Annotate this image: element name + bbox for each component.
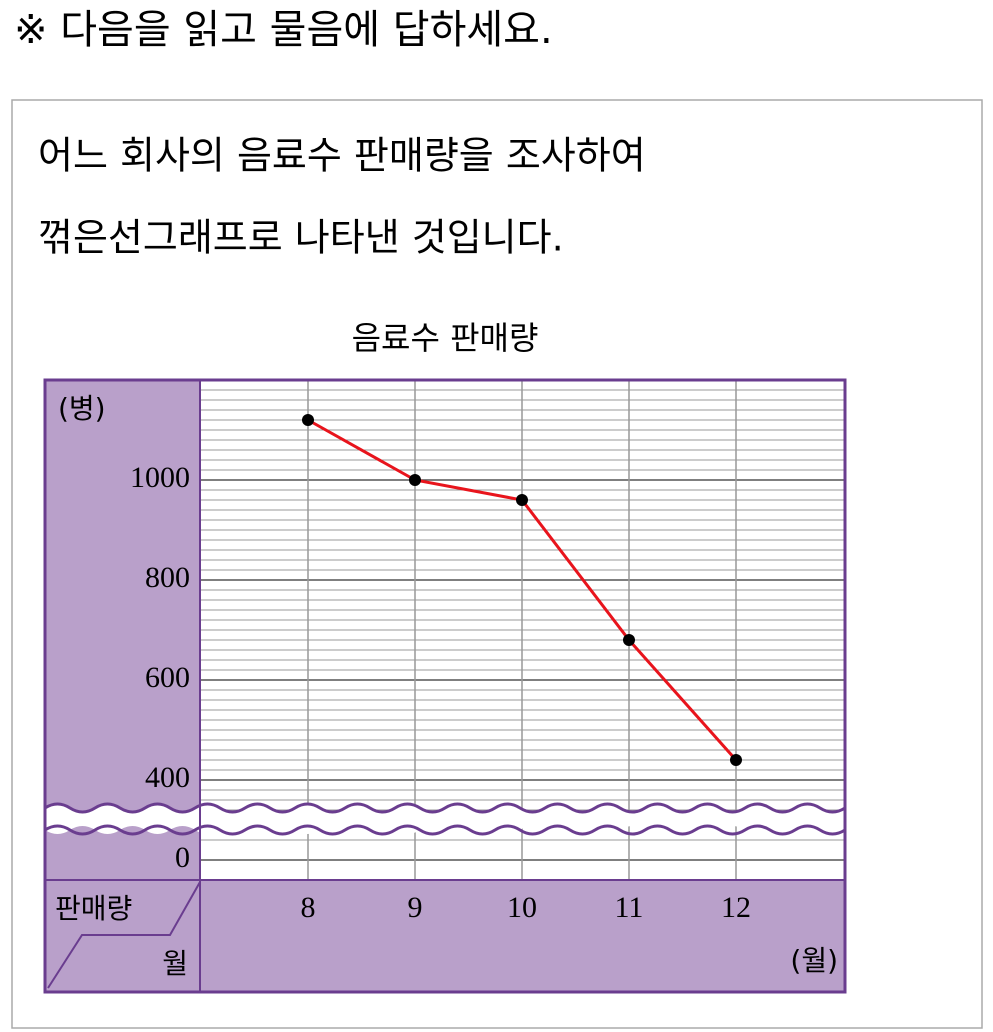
header: ※ 다음을 읽고 물음에 답하세요. xyxy=(14,7,553,53)
x-unit: (월) xyxy=(790,944,838,977)
data-point xyxy=(409,474,421,486)
chart: (병) (월) 판매량 월 0 400 600 800 1000 8 9 10 11 12 xyxy=(43,378,847,994)
data-point xyxy=(516,494,528,506)
x-tick-label: 11 xyxy=(615,891,644,924)
x-tick-label: 8 xyxy=(301,891,316,924)
chart-title: 음료수 판매량 xyxy=(352,319,539,357)
axis-break xyxy=(45,804,845,834)
passage-box xyxy=(11,99,983,1029)
y-tick-label: 0 xyxy=(175,841,190,874)
break-line xyxy=(44,824,846,836)
axis-column xyxy=(45,380,200,992)
data-point xyxy=(623,634,635,646)
passage-line: 꺾은선그래프로 나타낸 것입니다. xyxy=(38,216,564,260)
category-row xyxy=(200,880,845,992)
corner-value-label: 판매량 xyxy=(55,892,132,925)
data-point xyxy=(302,414,314,426)
y-tick-label: 400 xyxy=(145,761,190,794)
corner-category-label: 월 xyxy=(162,947,188,980)
passage-line: 어느 회사의 음료수 판매량을 조사하여 xyxy=(38,134,646,178)
x-tick-label: 10 xyxy=(507,891,537,924)
x-tick-label: 9 xyxy=(408,891,423,924)
y-tick-label: 600 xyxy=(145,661,190,694)
y-tick-label: 800 xyxy=(145,561,190,594)
x-tick-label: 12 xyxy=(721,891,751,924)
y-tick-label: 1000 xyxy=(130,461,190,494)
data-point xyxy=(730,754,742,766)
chart-frame xyxy=(43,378,847,994)
y-unit: (병) xyxy=(58,392,106,425)
break-line xyxy=(44,802,846,814)
corner-divider xyxy=(47,881,201,989)
